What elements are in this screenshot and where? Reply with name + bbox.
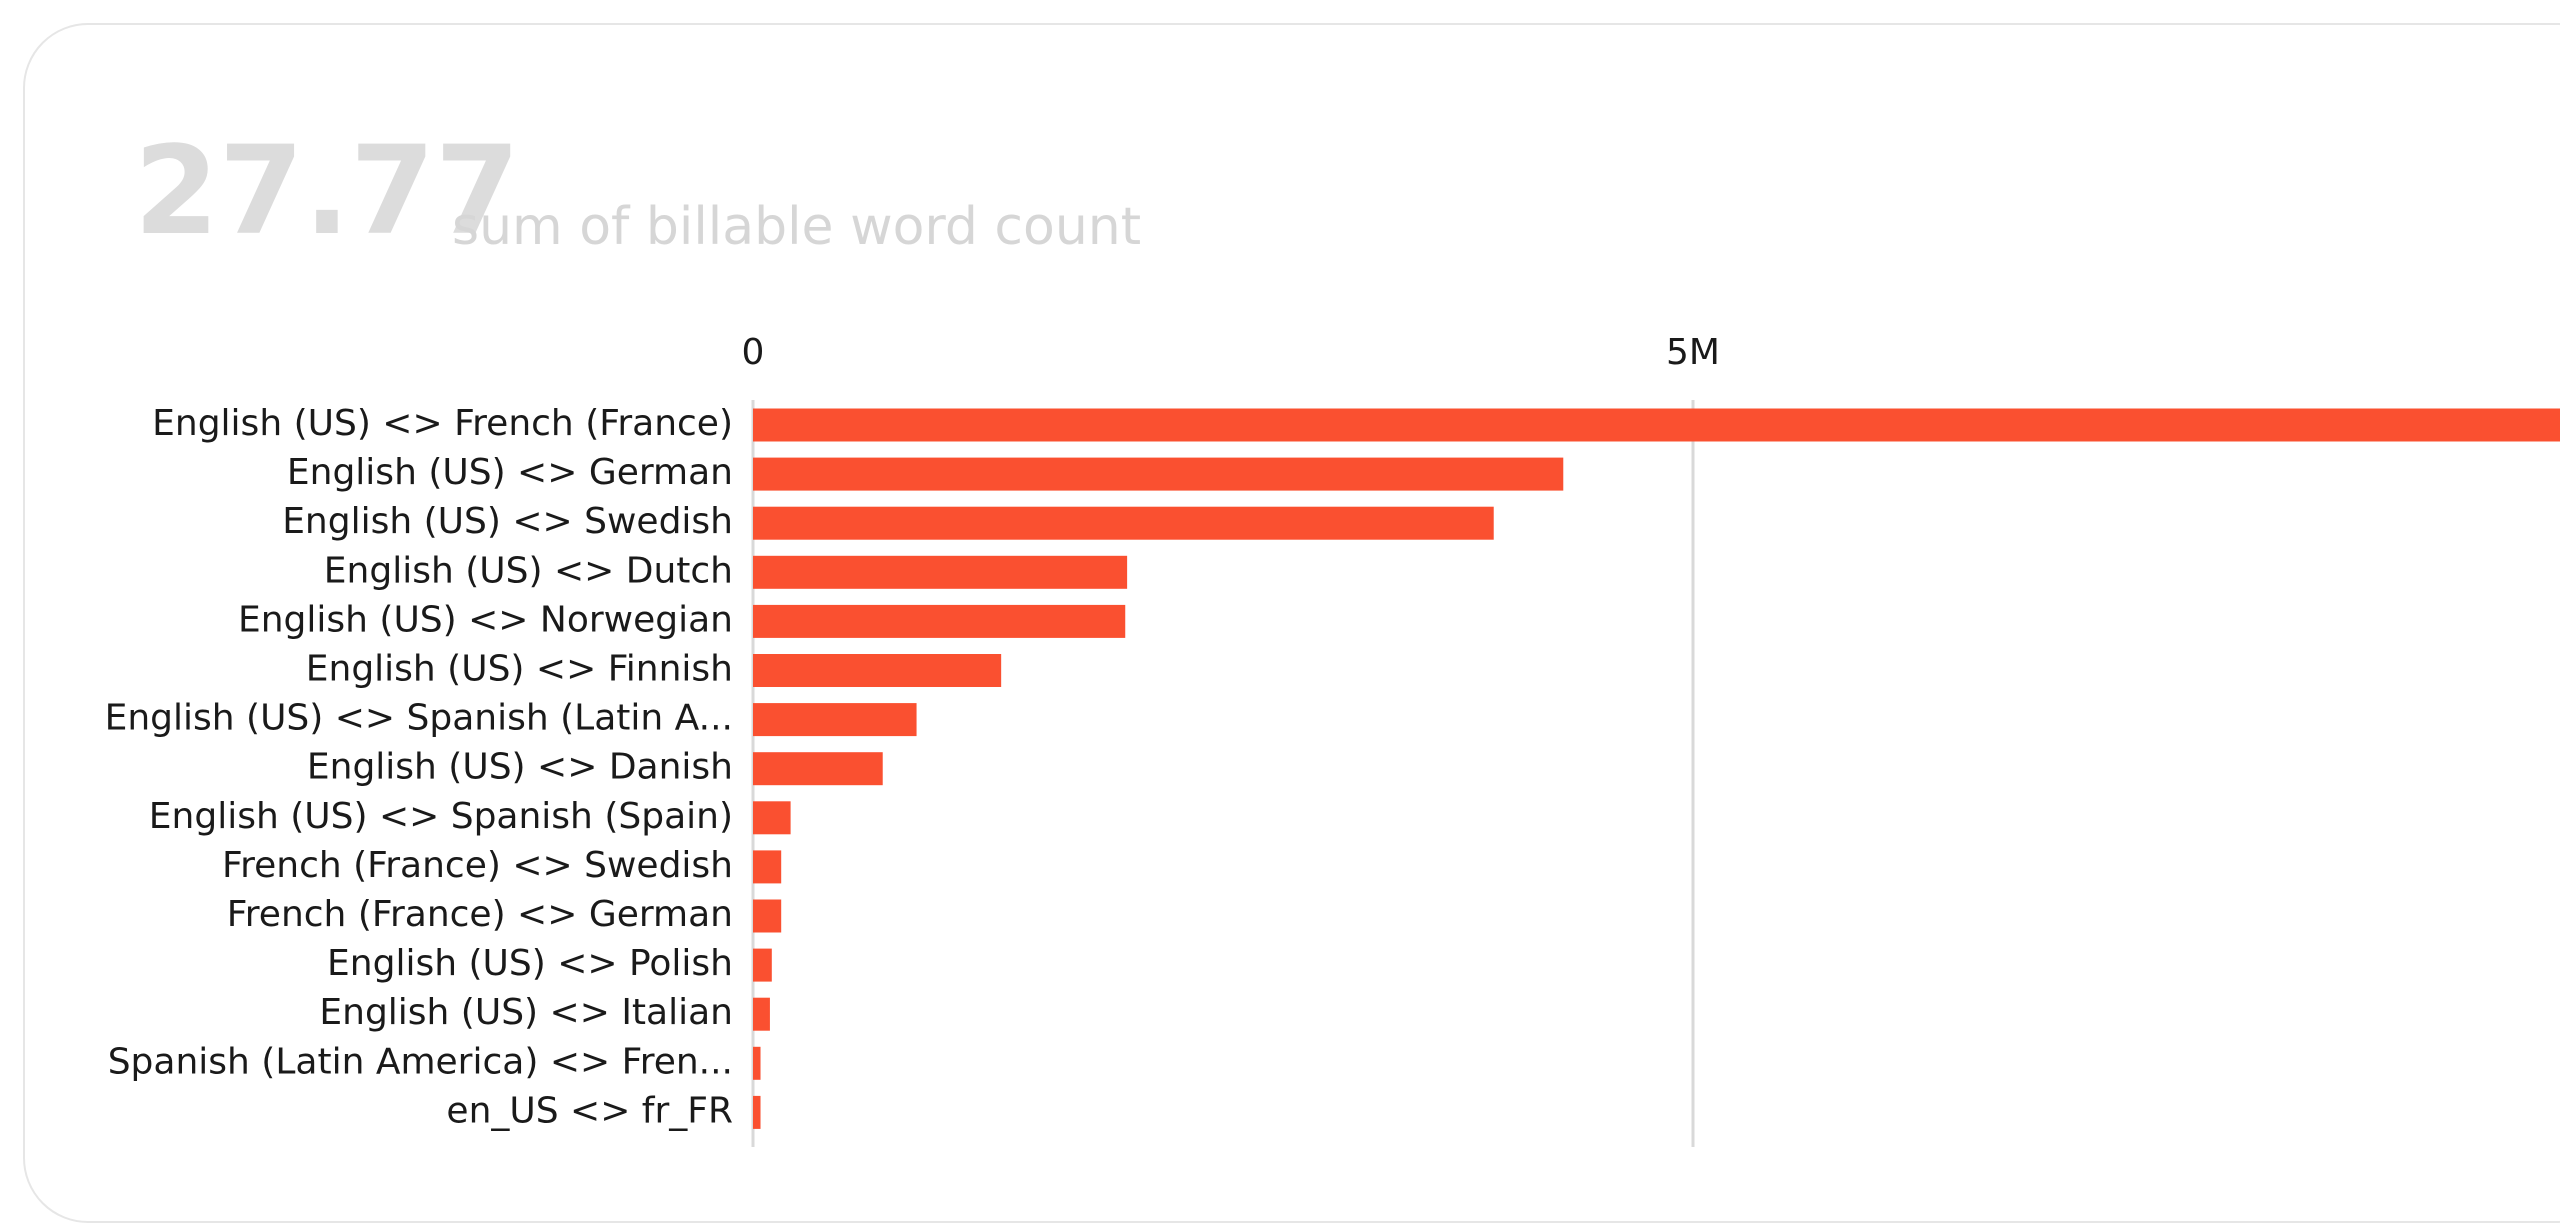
- bar: [753, 752, 883, 786]
- y-tick-label: French (France) <> Swedish: [222, 845, 733, 886]
- bar: [753, 654, 1002, 687]
- bar: [753, 703, 917, 737]
- chart: 27.77 sum of billable word count 0 5M Engl…: [105, 120, 2560, 1147]
- y-tick-label: Spanish (Latin America) <> Fren...: [108, 1041, 733, 1082]
- y-tick-label: English (US) <> French (France): [152, 403, 733, 444]
- bar: [753, 506, 1494, 540]
- y-tick-label: English (US) <> Danish: [307, 747, 733, 788]
- bar: [753, 457, 1564, 491]
- y-tick-label: English (US) <> Spanish (Spain): [149, 796, 733, 837]
- y-tick-label: English (US) <> Norwegian: [238, 599, 733, 640]
- bar: [753, 801, 791, 835]
- y-tick-label: English (US) <> Polish: [327, 943, 733, 984]
- y-tick-label: English (US) <> Italian: [319, 992, 733, 1033]
- bar: [753, 555, 1128, 589]
- bar: [753, 997, 770, 1031]
- y-tick-label: en_US <> fr_FR: [446, 1090, 733, 1131]
- x-tick-label: 0: [742, 332, 765, 373]
- bar: [753, 1095, 761, 1129]
- y-tick-label: English (US) <> Dutch: [324, 550, 733, 591]
- bar: [753, 899, 782, 933]
- x-tick-label: 5M: [1666, 332, 1720, 373]
- page: {"chart_data": {"type": "bar", "orientat…: [23, 23, 2560, 1223]
- y-tick-label: English (US) <> Swedish: [282, 501, 733, 542]
- bar: [753, 1046, 761, 1080]
- y-tick-label: English (US) <> Spanish (Latin A...: [105, 698, 733, 739]
- bar: [753, 604, 1126, 638]
- bar: [753, 408, 2560, 442]
- y-tick-label: French (France) <> German: [227, 894, 733, 935]
- y-tick-label: English (US) <> German: [287, 452, 733, 493]
- bar: [753, 850, 782, 884]
- y-tick-label: English (US) <> Finnish: [306, 649, 733, 690]
- bar: [753, 948, 772, 982]
- headline-value: 27.77: [134, 120, 520, 262]
- chart-title: sum of billable word count: [452, 197, 1141, 257]
